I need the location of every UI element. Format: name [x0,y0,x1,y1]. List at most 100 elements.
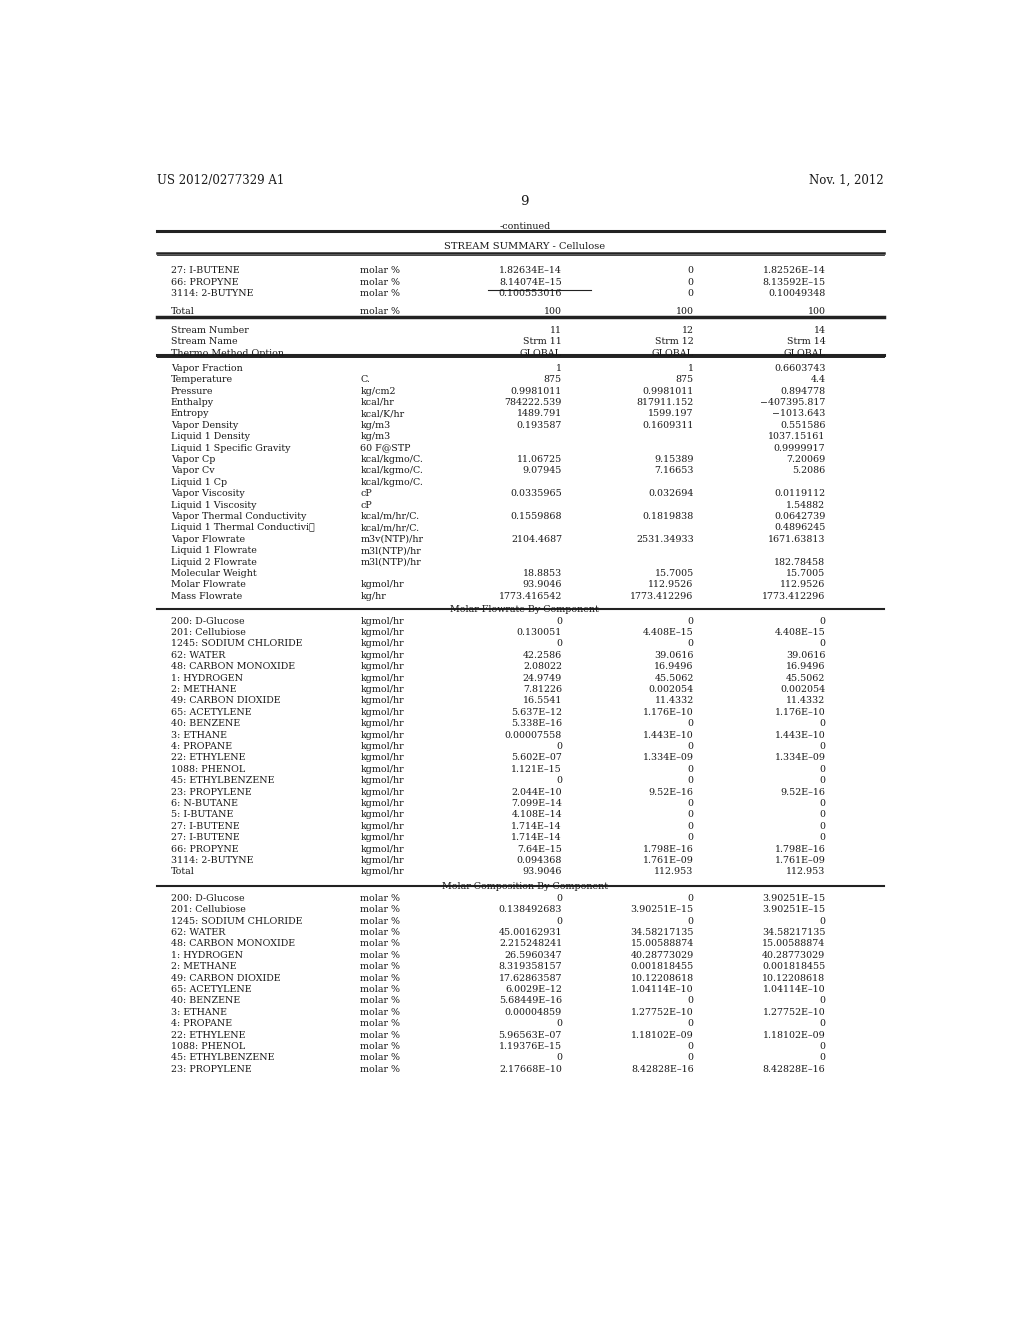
Text: 9.52E–16: 9.52E–16 [780,788,825,796]
Text: 93.9046: 93.9046 [522,581,562,589]
Text: molar %: molar % [360,916,400,925]
Text: 875: 875 [544,375,562,384]
Text: −1013.643: −1013.643 [772,409,825,418]
Text: 45.5062: 45.5062 [654,673,693,682]
Text: 1037.15161: 1037.15161 [768,432,825,441]
Text: 0: 0 [688,267,693,275]
Text: 22: ETHYLENE: 22: ETHYLENE [171,754,245,763]
Text: 0.001818455: 0.001818455 [631,962,693,972]
Text: 1.443E–10: 1.443E–10 [643,730,693,739]
Text: molar %: molar % [360,940,400,948]
Text: 0.9999917: 0.9999917 [774,444,825,453]
Text: 5.68449E–16: 5.68449E–16 [499,997,562,1006]
Text: 1.27752E–10: 1.27752E–10 [631,1007,693,1016]
Text: 5.96563E–07: 5.96563E–07 [499,1031,562,1040]
Text: 1773.412296: 1773.412296 [631,591,693,601]
Text: 5.338E–16: 5.338E–16 [511,719,562,729]
Text: 49: CARBON DIOXIDE: 49: CARBON DIOXIDE [171,697,281,705]
Text: kgmol/hr: kgmol/hr [360,776,404,785]
Text: 1.176E–10: 1.176E–10 [775,708,825,717]
Text: 3.90251E–15: 3.90251E–15 [763,894,825,903]
Text: 1.04114E–10: 1.04114E–10 [763,985,825,994]
Text: 1773.416542: 1773.416542 [499,591,562,601]
Text: kcal/m/hr/C.: kcal/m/hr/C. [360,523,420,532]
Text: 0: 0 [556,1053,562,1063]
Text: Strm 12: Strm 12 [655,337,693,346]
Text: 2: METHANE: 2: METHANE [171,962,237,972]
Text: 0.9981011: 0.9981011 [642,387,693,396]
Text: 4: PROPANE: 4: PROPANE [171,742,231,751]
Text: molar %: molar % [360,1007,400,1016]
Text: 93.9046: 93.9046 [522,867,562,876]
Text: molar %: molar % [360,985,400,994]
Text: 49: CARBON DIOXIDE: 49: CARBON DIOXIDE [171,974,281,982]
Text: 8.319358157: 8.319358157 [499,962,562,972]
Text: Stream Number: Stream Number [171,326,249,335]
Text: 24.9749: 24.9749 [522,673,562,682]
Text: 200: D-Glucose: 200: D-Glucose [171,616,245,626]
Text: 45.5062: 45.5062 [786,673,825,682]
Text: 11.4332: 11.4332 [654,697,693,705]
Text: 100: 100 [676,306,693,315]
Text: 62: WATER: 62: WATER [171,651,225,660]
Text: 0: 0 [688,894,693,903]
Text: 3114: 2-BUTYNE: 3114: 2-BUTYNE [171,289,253,298]
Text: kgmol/hr: kgmol/hr [360,845,404,854]
Text: 1.798E–16: 1.798E–16 [774,845,825,854]
Text: Total: Total [171,306,195,315]
Text: 0.001818455: 0.001818455 [762,962,825,972]
Text: 0: 0 [819,616,825,626]
Text: 3: ETHANE: 3: ETHANE [171,1007,226,1016]
Text: kgmol/hr: kgmol/hr [360,788,404,796]
Text: 9: 9 [520,195,529,209]
Text: molar %: molar % [360,950,400,960]
Text: 26.5960347: 26.5960347 [505,950,562,960]
Text: Molecular Weight: Molecular Weight [171,569,256,578]
Text: 0: 0 [688,764,693,774]
Text: 1.714E–14: 1.714E–14 [511,822,562,830]
Text: 45.00162931: 45.00162931 [499,928,562,937]
Text: 0: 0 [688,1019,693,1028]
Text: m3v(NTP)/hr: m3v(NTP)/hr [360,535,424,544]
Text: 0: 0 [556,742,562,751]
Text: 4: PROPANE: 4: PROPANE [171,1019,231,1028]
Text: 0.0119112: 0.0119112 [774,490,825,498]
Text: 34.58217135: 34.58217135 [630,928,693,937]
Text: 3114: 2-BUTYNE: 3114: 2-BUTYNE [171,855,253,865]
Text: 65: ACETYLENE: 65: ACETYLENE [171,708,251,717]
Text: 15.7005: 15.7005 [786,569,825,578]
Text: 0: 0 [688,1041,693,1051]
Text: 15.00588874: 15.00588874 [631,940,693,948]
Text: Liquid 1 Flowrate: Liquid 1 Flowrate [171,546,256,556]
Text: 2104.4687: 2104.4687 [511,535,562,544]
Text: 39.0616: 39.0616 [786,651,825,660]
Text: kg/m3: kg/m3 [360,432,391,441]
Text: STREAM SUMMARY - Cellulose: STREAM SUMMARY - Cellulose [444,243,605,251]
Text: 1489.791: 1489.791 [517,409,562,418]
Text: kgmol/hr: kgmol/hr [360,799,404,808]
Text: molar %: molar % [360,289,400,298]
Text: 0: 0 [688,616,693,626]
Text: 1.443E–10: 1.443E–10 [775,730,825,739]
Text: kcal/hr: kcal/hr [360,397,394,407]
Text: 1: 1 [556,364,562,372]
Text: Liquid 1 Density: Liquid 1 Density [171,432,250,441]
Text: 5.2086: 5.2086 [793,466,825,475]
Text: 15.7005: 15.7005 [654,569,693,578]
Text: GLOBAL: GLOBAL [520,348,562,358]
Text: 0.130051: 0.130051 [517,628,562,638]
Text: 0: 0 [688,277,693,286]
Text: 0: 0 [819,916,825,925]
Text: 8.14074E–15: 8.14074E–15 [500,277,562,286]
Text: cP: cP [360,500,373,510]
Text: Vapor Viscosity: Vapor Viscosity [171,490,245,498]
Text: kgmol/hr: kgmol/hr [360,822,404,830]
Text: 2: METHANE: 2: METHANE [171,685,237,694]
Text: 9.52E–16: 9.52E–16 [649,788,693,796]
Text: 42.2586: 42.2586 [522,651,562,660]
Text: -continued: -continued [499,222,551,231]
Text: 201: Cellubiose: 201: Cellubiose [171,906,246,915]
Text: 1.18102E–09: 1.18102E–09 [631,1031,693,1040]
Text: 12: 12 [682,326,693,335]
Text: molar %: molar % [360,974,400,982]
